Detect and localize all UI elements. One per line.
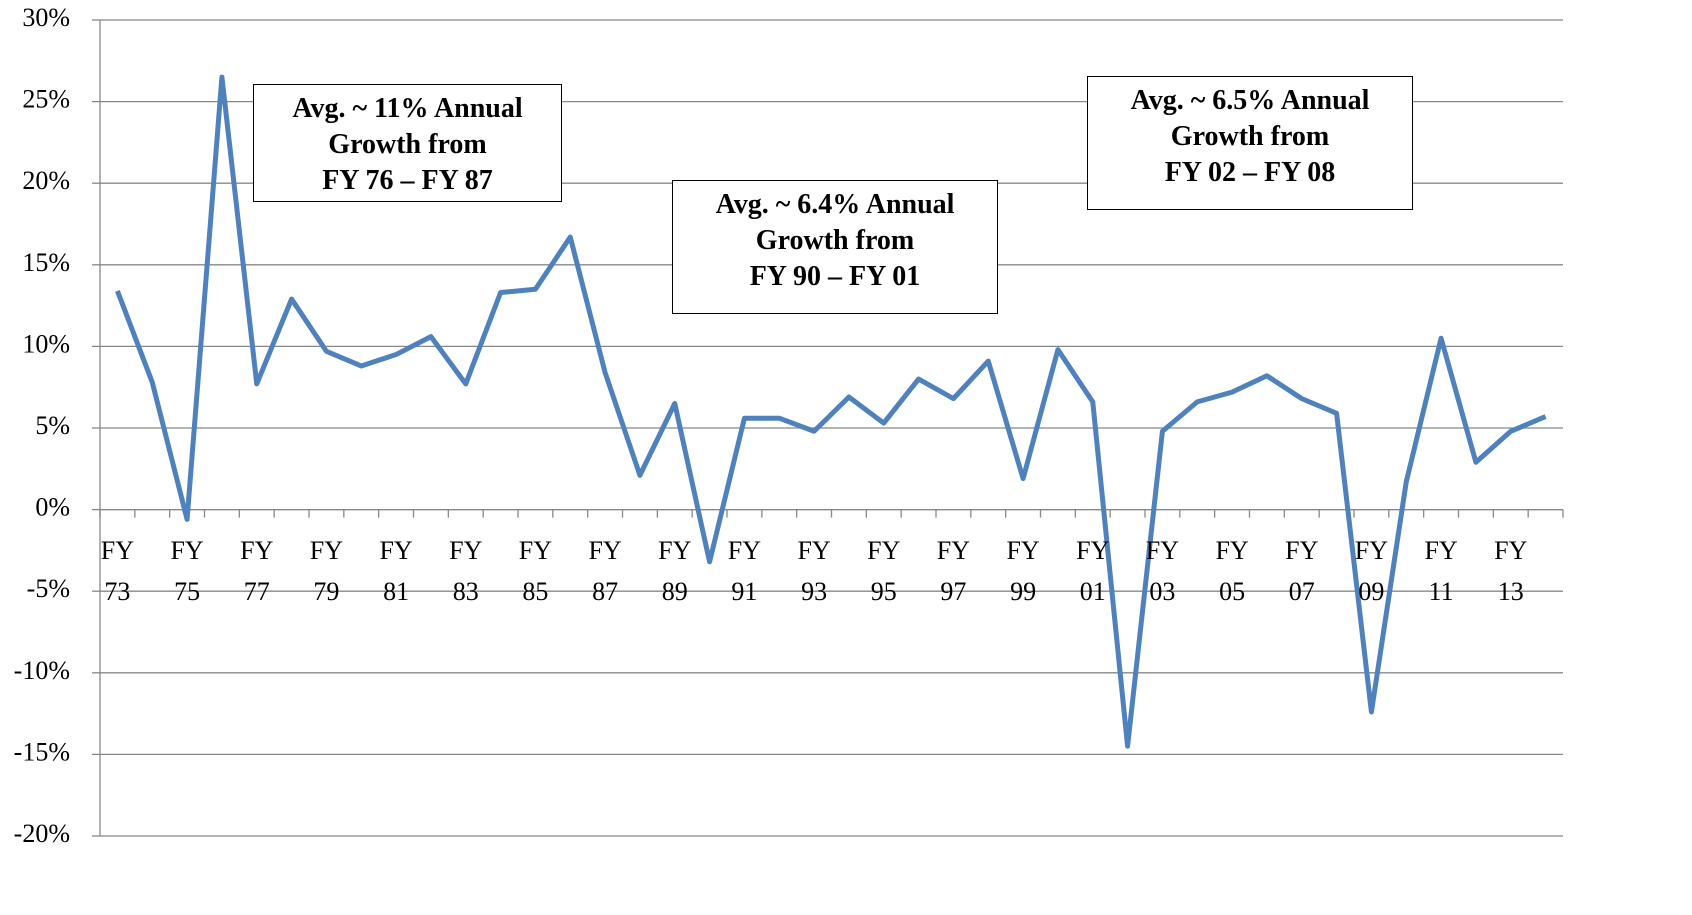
x-tick-label: FY 01 — [1076, 535, 1110, 606]
annotation-line: Avg. ~ 11% Annual — [292, 93, 523, 124]
x-tick-label: FY 87 — [588, 535, 622, 606]
x-tick-label: FY 73 — [100, 535, 135, 606]
x-tick-label: FY 11 — [1424, 535, 1458, 606]
x-tick-label: FY 13 — [1494, 535, 1528, 606]
y-tick-label: 15% — [22, 248, 70, 277]
annotation-line: Avg. ~ 6.5% Annual — [1130, 85, 1370, 116]
y-tick-label: 20% — [22, 166, 70, 195]
annotation: Avg. ~ 11% Annual Growth from FY 76 – FY 8… — [253, 84, 562, 202]
y-tick-label: 5% — [35, 411, 70, 440]
x-tick-label: FY 83 — [449, 535, 483, 606]
y-tick-label: 0% — [35, 493, 70, 522]
annotation: Avg. ~ 6.4% Annual Growth from FY 90 – FY … — [672, 180, 998, 314]
x-tick-label: FY 95 — [867, 535, 901, 606]
x-tick-label: FY 99 — [1006, 535, 1040, 606]
annotation-line: Growth from — [1170, 121, 1330, 152]
x-tick-label: FY 91 — [727, 535, 762, 606]
annotation-line: FY 90 – FY 01 — [749, 261, 921, 292]
y-tick-label: 25% — [22, 85, 70, 114]
x-tick-label: FY 79 — [309, 535, 344, 606]
annotation-line: Growth from — [328, 129, 487, 160]
annotation-line: Growth from — [755, 225, 915, 256]
x-tick-label: FY 97 — [936, 535, 971, 606]
annotation-line: Avg. ~ 6.4% Annual — [715, 189, 955, 220]
y-tick-label: 10% — [22, 329, 70, 358]
annotation: Avg. ~ 6.5% Annual Growth from FY 02 – FY … — [1087, 76, 1413, 210]
y-tick-label: -15% — [14, 737, 70, 766]
x-tick-label: FY 93 — [797, 535, 831, 606]
x-tick-label: FY 75 — [170, 535, 204, 606]
x-tick-label: FY 09 — [1354, 535, 1389, 606]
x-tick-label: FY 05 — [1215, 535, 1249, 606]
y-tick-label: -5% — [27, 574, 70, 603]
y-tick-label: 30% — [22, 3, 70, 32]
annotation-line: FY 76 – FY 87 — [322, 165, 493, 196]
x-tick-label: FY 07 — [1285, 535, 1319, 606]
series-line — [115, 74, 1547, 749]
x-tick-label: FY 85 — [518, 535, 553, 606]
x-tick-label: FY 03 — [1145, 535, 1180, 606]
x-tick-label: FY 89 — [658, 535, 692, 606]
x-tick-label: FY 77 — [240, 535, 274, 606]
x-tick-label: FY 81 — [379, 535, 413, 606]
y-tick-label: -10% — [14, 656, 70, 685]
y-tick-label: -20% — [14, 819, 70, 848]
annotation-line: FY 02 – FY 08 — [1164, 157, 1336, 188]
